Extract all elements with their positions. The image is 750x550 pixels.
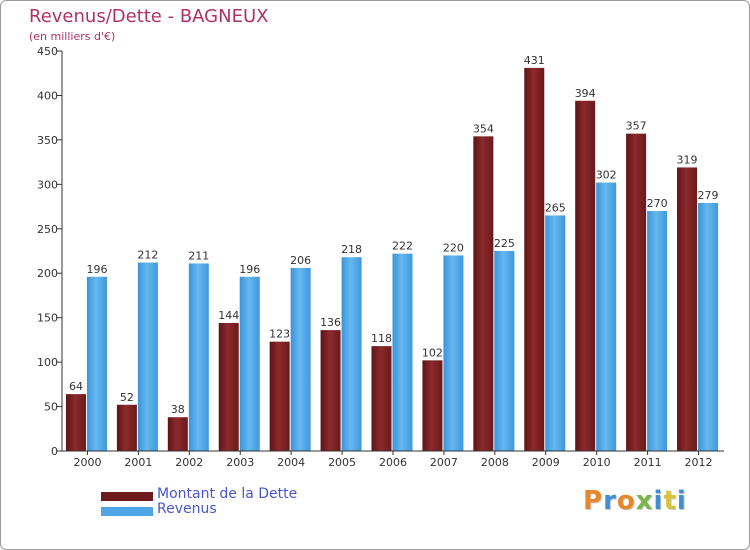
bar-revenue [596, 182, 617, 452]
data-label-debt: 123 [269, 328, 290, 341]
bar-revenue [341, 257, 362, 451]
bar-debt [320, 330, 341, 451]
data-label-revenue: 222 [392, 240, 413, 253]
data-label-debt: 38 [171, 403, 185, 416]
bar-revenue [647, 211, 668, 451]
logo-letter: i [676, 486, 687, 516]
bar-debt [626, 133, 647, 451]
legend-label-debt: Montant de la Dette [157, 486, 298, 502]
y-tick-label: 450 [37, 45, 58, 58]
bar-debt [473, 136, 494, 452]
y-tick-label: 50 [44, 401, 58, 414]
legend-label-revenue: Revenus [157, 501, 217, 517]
proxiti-logo: Proxiti [583, 486, 687, 516]
y-tick-label: 100 [37, 356, 58, 369]
data-label-debt: 52 [120, 391, 134, 404]
x-tick-label: 2001 [124, 456, 152, 469]
data-label-revenue: 218 [341, 243, 362, 256]
x-tick-label: 2002 [175, 456, 203, 469]
bar-revenue [290, 267, 311, 451]
data-label-revenue: 196 [86, 263, 107, 276]
data-label-revenue: 220 [443, 241, 464, 254]
y-tick-label: 300 [37, 178, 58, 191]
x-tick-label: 2005 [328, 456, 356, 469]
data-label-revenue: 206 [290, 254, 311, 267]
bar-revenue [443, 255, 464, 451]
data-label-revenue: 211 [188, 249, 209, 262]
x-tick-label: 2004 [277, 456, 305, 469]
data-label-debt: 431 [524, 54, 545, 67]
logo-letter: x [635, 486, 654, 516]
data-label-debt: 136 [320, 316, 341, 329]
bar-revenue [137, 262, 158, 451]
x-tick-label: 2008 [481, 456, 509, 469]
y-tick-label: 400 [37, 89, 58, 102]
bar-debt [575, 100, 596, 452]
legend-swatch-revenue [101, 507, 153, 516]
chart-subtitle: (en milliers d'€) [29, 30, 116, 43]
x-tick-label: 2003 [226, 456, 254, 469]
y-tick-label: 0 [51, 445, 58, 458]
x-tick-label: 2000 [73, 456, 101, 469]
bar-debt [116, 404, 137, 451]
bar-revenue [239, 276, 260, 451]
x-tick-label: 2010 [583, 456, 611, 469]
logo-letter: i [653, 486, 664, 516]
bar-revenue [545, 215, 566, 451]
x-tick-label: 2011 [634, 456, 662, 469]
bar-debt [524, 67, 545, 451]
y-tick-label: 200 [37, 267, 58, 280]
data-label-revenue: 302 [596, 169, 617, 182]
data-label-debt: 118 [371, 332, 392, 345]
bar-debt [218, 323, 239, 451]
x-tick-label: 2009 [532, 456, 560, 469]
data-label-revenue: 279 [698, 189, 719, 202]
data-label-revenue: 265 [545, 201, 566, 214]
legend-swatch-debt [101, 492, 153, 501]
bar-debt [677, 167, 698, 451]
data-label-debt: 102 [422, 346, 443, 359]
bar-revenue [698, 203, 719, 451]
data-label-debt: 354 [473, 122, 494, 135]
bar-debt [65, 394, 86, 451]
y-tick-label: 350 [37, 134, 58, 147]
data-label-debt: 394 [575, 87, 596, 100]
bar-debt [422, 360, 443, 451]
plot-area: 0 50 100 150 200 250 300 350 400 450 64 196 2000 52 21… [37, 45, 724, 469]
y-tick-label: 150 [37, 312, 58, 325]
bar-revenue [188, 263, 209, 451]
x-tick-label: 2007 [430, 456, 458, 469]
data-label-revenue: 212 [137, 249, 158, 262]
data-label-debt: 144 [218, 309, 239, 322]
data-label-debt: 357 [626, 120, 647, 133]
logo-letter: o [616, 486, 636, 516]
data-label-debt: 64 [69, 380, 83, 393]
data-label-revenue: 225 [494, 237, 515, 250]
chart-title: Revenus/Dette - BAGNEUX [29, 6, 269, 27]
x-tick-label: 2006 [379, 456, 407, 469]
logo-letter: r [603, 486, 617, 516]
data-label-revenue: 196 [239, 263, 260, 276]
bar-revenue [494, 251, 515, 451]
data-label-revenue: 270 [647, 197, 668, 210]
bar-debt [269, 341, 290, 451]
bar-revenue [392, 253, 413, 451]
bar-revenue [86, 276, 107, 451]
y-tick-label: 250 [37, 223, 58, 236]
logo-letter: P [583, 486, 604, 516]
logo-letter: t [663, 486, 677, 516]
bar-debt [167, 417, 188, 451]
data-label-debt: 319 [677, 153, 698, 166]
x-tick-label: 2012 [685, 456, 713, 469]
bar-debt [371, 346, 392, 451]
